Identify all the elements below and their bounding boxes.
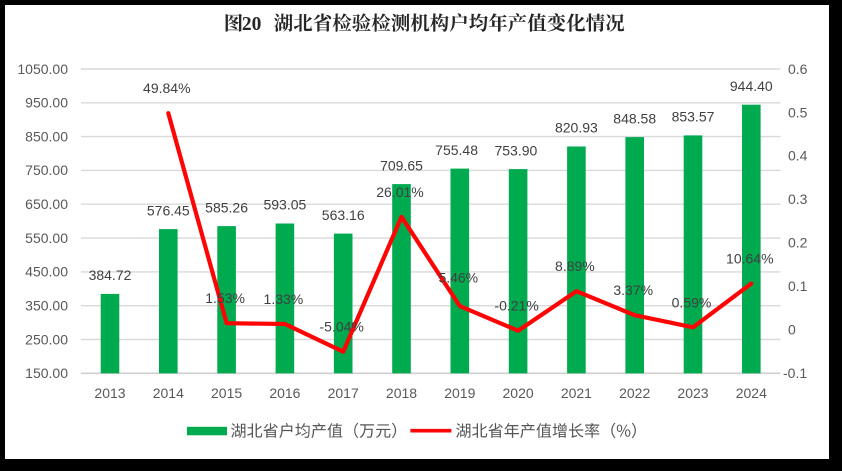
- svg-text:585.26: 585.26: [205, 199, 248, 215]
- svg-text:944.40: 944.40: [730, 78, 773, 94]
- svg-text:150.00: 150.00: [25, 365, 68, 381]
- svg-text:755.48: 755.48: [435, 142, 478, 158]
- svg-text:1.33%: 1.33%: [264, 291, 304, 307]
- svg-text:-0.1: -0.1: [783, 365, 807, 381]
- svg-text:2018: 2018: [386, 385, 417, 401]
- svg-text:950.00: 950.00: [25, 95, 68, 111]
- svg-text:0: 0: [788, 322, 796, 338]
- svg-text:-0.21%: -0.21%: [494, 298, 538, 314]
- svg-text:8.89%: 8.89%: [555, 258, 595, 274]
- svg-text:0.59%: 0.59%: [672, 294, 712, 310]
- svg-text:2021: 2021: [561, 385, 592, 401]
- svg-text:2014: 2014: [153, 385, 184, 401]
- svg-text:2016: 2016: [269, 385, 300, 401]
- svg-text:20: 20: [242, 14, 262, 35]
- svg-text:853.57: 853.57: [672, 109, 715, 125]
- svg-text:2013: 2013: [94, 385, 125, 401]
- svg-text:49.84%: 49.84%: [143, 80, 190, 96]
- svg-text:850.00: 850.00: [25, 128, 68, 144]
- svg-text:10.64%: 10.64%: [726, 251, 773, 267]
- svg-text:563.16: 563.16: [322, 207, 365, 223]
- svg-text:350.00: 350.00: [25, 298, 68, 314]
- svg-text:0.2: 0.2: [788, 235, 808, 251]
- svg-text:650.00: 650.00: [25, 196, 68, 212]
- svg-text:0.6: 0.6: [788, 61, 808, 77]
- svg-text:576.45: 576.45: [147, 202, 190, 218]
- svg-text:2015: 2015: [211, 385, 242, 401]
- svg-text:1050.00: 1050.00: [17, 61, 68, 77]
- svg-text:820.93: 820.93: [555, 120, 598, 136]
- svg-text:750.00: 750.00: [25, 162, 68, 178]
- svg-text:709.65: 709.65: [380, 157, 423, 173]
- svg-text:5.46%: 5.46%: [438, 270, 478, 286]
- svg-text:3.37%: 3.37%: [613, 282, 653, 298]
- svg-text:0.4: 0.4: [788, 148, 808, 164]
- svg-text:384.72: 384.72: [89, 267, 132, 283]
- svg-text:0.3: 0.3: [788, 191, 808, 207]
- svg-text:848.58: 848.58: [613, 110, 656, 126]
- svg-text:2017: 2017: [328, 385, 359, 401]
- svg-text:-5.04%: -5.04%: [320, 319, 364, 335]
- svg-text:2020: 2020: [503, 385, 534, 401]
- svg-text:2024: 2024: [736, 385, 767, 401]
- svg-text:593.05: 593.05: [263, 197, 306, 213]
- svg-text:2023: 2023: [677, 385, 708, 401]
- svg-text:753.90: 753.90: [494, 142, 537, 158]
- svg-text:550.00: 550.00: [25, 230, 68, 246]
- svg-text:26.01%: 26.01%: [376, 184, 423, 200]
- svg-text:2022: 2022: [619, 385, 650, 401]
- svg-text:250.00: 250.00: [25, 331, 68, 347]
- svg-text:1.53%: 1.53%: [205, 290, 245, 306]
- svg-text:2019: 2019: [444, 385, 475, 401]
- svg-text:0.5: 0.5: [788, 104, 808, 120]
- svg-text:0.1: 0.1: [788, 278, 808, 294]
- svg-text:450.00: 450.00: [25, 264, 68, 280]
